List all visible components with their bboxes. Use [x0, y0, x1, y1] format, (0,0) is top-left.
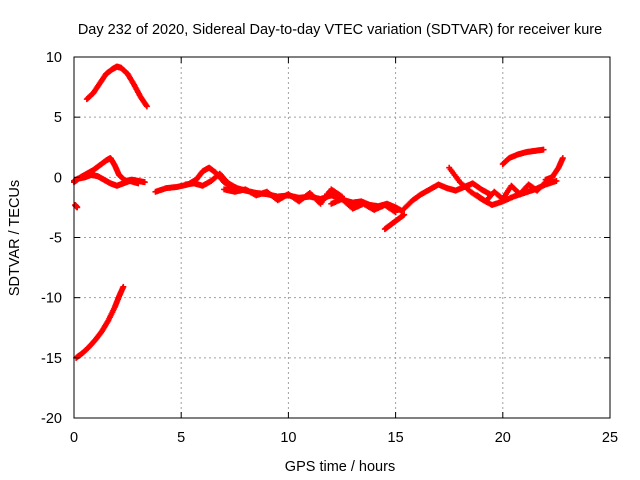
data-point-interp — [559, 156, 566, 163]
series-arc-late-rise — [499, 146, 547, 168]
y-axis-label: SDTVAR / TECUs — [7, 180, 23, 296]
x-tick-label: 10 — [280, 430, 296, 446]
series-arc-end — [542, 155, 566, 183]
data-point-interp — [97, 330, 104, 337]
series-isolated-points — [72, 202, 81, 211]
data-point-interp — [119, 285, 126, 292]
data-point-interp — [140, 178, 147, 185]
data-point-interp — [407, 199, 414, 206]
series-arc-noon-band — [328, 195, 399, 216]
x-axis-label: GPS time / hours — [285, 459, 395, 475]
data-point-interp — [552, 178, 559, 185]
y-tick-label: 10 — [46, 50, 62, 66]
series-arc-upper-hump — [83, 63, 150, 110]
data-point-interp — [110, 305, 117, 312]
data-point-interp — [143, 102, 150, 109]
x-tick-label: 5 — [177, 430, 185, 446]
data-point-interp — [73, 204, 80, 211]
x-tick-label: 15 — [388, 430, 404, 446]
data-point-interp — [104, 318, 111, 325]
y-tick-label: -10 — [41, 291, 62, 307]
data-point-interp — [540, 181, 547, 188]
data-point-interp — [539, 146, 546, 153]
series-arc-evening-band — [474, 179, 549, 205]
y-tick-label: -20 — [41, 411, 62, 427]
data-point-interp — [400, 212, 407, 219]
chart-title: Day 232 of 2020, Sidereal Day-to-day VTE… — [78, 22, 602, 38]
series-arc-afternoon — [401, 180, 493, 212]
data-point-interp — [455, 177, 462, 184]
x-tick-label: 20 — [495, 430, 511, 446]
data-point-interp — [391, 208, 398, 215]
y-tick-label: 5 — [54, 110, 62, 126]
series-arc-low-rising — [73, 283, 127, 361]
data-point-interp — [541, 180, 548, 187]
y-tick-label: 0 — [54, 170, 62, 186]
y-tick-label: -15 — [41, 351, 62, 367]
x-tick-label: 0 — [70, 430, 78, 446]
grid-lines — [74, 57, 610, 418]
data-points — [71, 63, 566, 361]
series-arc-low-segment — [381, 211, 408, 233]
y-tick-label: -5 — [49, 231, 62, 247]
data-point-interp — [134, 180, 141, 187]
axis-ticks: 0 5 10 15 20 25 -20 -15 -10 -5 0 5 10 — [41, 50, 618, 446]
x-tick-label: 25 — [602, 430, 618, 446]
